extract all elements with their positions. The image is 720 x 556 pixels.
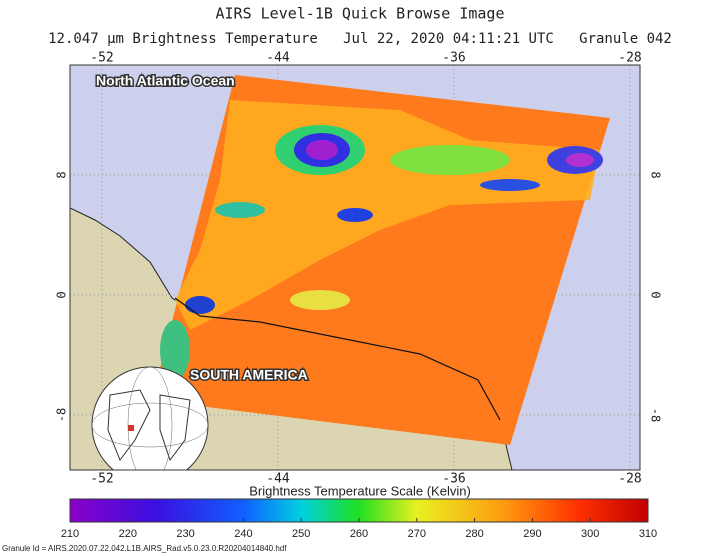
lat-tick-label: 0: [649, 291, 663, 298]
lon-tick-label: -28: [618, 51, 641, 66]
lat-tick-label: 8: [649, 171, 663, 178]
map: [70, 65, 640, 470]
lon-tick-label: -36: [442, 472, 465, 487]
colorbar-tick-label: 290: [523, 528, 541, 540]
lat-tick-label: -8: [55, 408, 69, 422]
ocean-label: North Atlantic Ocean: [96, 73, 235, 89]
colorbar-tick-label: 300: [581, 528, 599, 540]
lon-tick-label: -52: [90, 51, 113, 66]
colorbar-tick-label: 230: [176, 528, 194, 540]
continent-label: SOUTH AMERICA: [190, 367, 308, 383]
map-frame: [69, 64, 641, 471]
colorbar-tick-label: 250: [292, 528, 310, 540]
lon-tick-label: -36: [442, 51, 465, 66]
lat-tick-label: -8: [649, 408, 663, 422]
inset-globe: [91, 366, 209, 470]
lat-tick-label: 0: [55, 291, 69, 298]
title: AIRS Level-1B Quick Browse Image: [216, 5, 505, 23]
granule-id: Granule Id = AIRS.2020.07.22.042.L1B.AIR…: [2, 544, 287, 553]
lon-tick-label: -52: [90, 472, 113, 487]
colorbar-tick-label: 210: [61, 528, 79, 540]
lon-tick-label: -44: [266, 51, 290, 66]
lon-tick-label: -44: [266, 472, 290, 487]
colorbar-tick-label: 240: [234, 528, 252, 540]
colorbar-title: Brightness Temperature Scale (Kelvin): [249, 483, 471, 498]
coastline: [174, 297, 501, 421]
colorbar-tick-label: 310: [639, 528, 657, 540]
colorbar-tick-label: 270: [408, 528, 426, 540]
lon-tick-label: -28: [618, 472, 641, 487]
subtitle: 12.047 μm Brightness Temperature Jul 22,…: [48, 31, 672, 47]
swath-features: [160, 100, 603, 380]
colorbar-tick-label: 220: [119, 528, 137, 540]
colorbar-tick-label: 260: [350, 528, 368, 540]
lat-tick-label: 8: [55, 171, 69, 178]
colorbar-tick-label: 280: [465, 528, 483, 540]
